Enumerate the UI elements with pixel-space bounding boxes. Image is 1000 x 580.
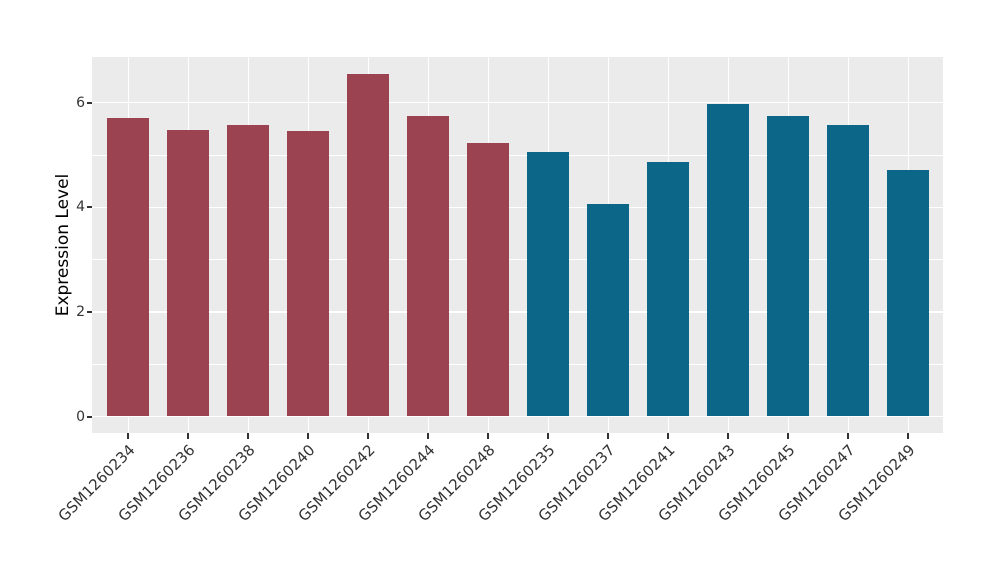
bar-GSM1260245 <box>767 115 810 417</box>
x-tick-mark <box>487 433 490 439</box>
y-tick-mark <box>86 415 92 418</box>
gridline-minor <box>92 363 943 365</box>
gridline-major <box>92 311 943 313</box>
gridline-major <box>92 101 943 104</box>
gridline-major <box>92 206 943 209</box>
x-tick-mark <box>367 433 370 439</box>
bar-GSM1260247 <box>827 125 870 417</box>
bar-GSM1260238 <box>227 125 270 417</box>
bar-GSM1260234 <box>107 118 150 417</box>
bar-GSM1260248 <box>467 143 510 417</box>
y-tick-mark <box>86 206 92 209</box>
bar-GSM1260237 <box>587 204 630 417</box>
y-tick-label: 4 <box>76 199 85 216</box>
bar-GSM1260243 <box>707 103 750 417</box>
x-tick-mark <box>187 433 190 439</box>
y-tick-label: 6 <box>76 94 85 111</box>
x-tick-mark <box>547 433 550 439</box>
y-tick-label: 0 <box>76 408 85 425</box>
gridline-minor <box>92 259 943 261</box>
bar-GSM1260249 <box>887 170 930 417</box>
plot-panel <box>92 57 943 433</box>
gridline-major <box>92 415 943 418</box>
bar-GSM1260235 <box>527 152 570 417</box>
x-tick-mark <box>727 433 730 439</box>
x-tick-mark <box>787 433 790 439</box>
x-tick-mark <box>667 433 670 439</box>
y-axis-title: Expression Level <box>53 173 73 317</box>
x-tick-mark <box>247 433 250 439</box>
x-tick-mark <box>127 433 130 439</box>
x-tick-mark <box>427 433 430 439</box>
bar-GSM1260242 <box>347 73 390 417</box>
x-tick-mark <box>307 433 310 439</box>
bar-GSM1260236 <box>167 129 210 417</box>
y-tick-mark <box>86 310 92 313</box>
x-tick-mark <box>607 433 610 439</box>
bar-GSM1260240 <box>287 131 330 417</box>
gridline-minor <box>92 154 943 156</box>
y-tick-label: 2 <box>76 303 85 320</box>
x-tick-mark <box>907 433 910 439</box>
x-tick-mark <box>847 433 850 439</box>
bar-GSM1260244 <box>407 115 450 417</box>
y-tick-mark <box>86 101 92 104</box>
bar-GSM1260241 <box>647 162 690 417</box>
